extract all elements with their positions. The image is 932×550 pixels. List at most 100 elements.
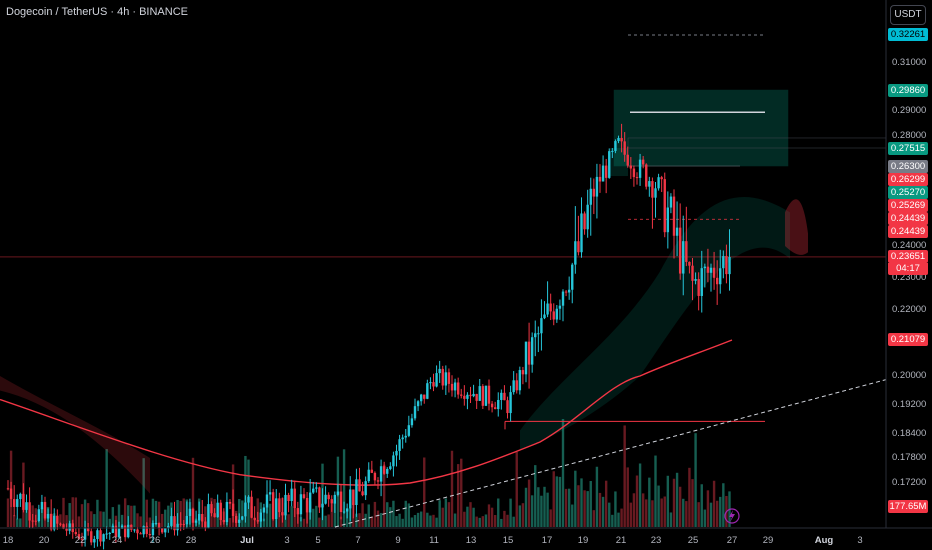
candle-body — [481, 386, 485, 406]
volume-bar — [555, 476, 559, 527]
candle-body — [342, 511, 346, 513]
time-tick-label: 17 — [541, 535, 553, 546]
volume-bar — [626, 467, 629, 527]
drawing-lines — [0, 34, 887, 528]
candle-body — [475, 393, 478, 401]
candle-body — [438, 368, 441, 374]
volume-bar — [694, 433, 697, 527]
volume-bar — [703, 509, 707, 527]
price-tick-label: 0.23000 — [892, 272, 927, 283]
position-zone — [610, 89, 887, 177]
candle-body — [632, 168, 636, 178]
volume-bar — [74, 497, 78, 527]
candle-body — [669, 196, 673, 208]
candle-body — [204, 521, 207, 528]
volume-bar — [404, 500, 407, 527]
time-tick-label: 24 — [111, 535, 123, 546]
volume-bar — [105, 449, 108, 527]
candle-body — [558, 305, 562, 309]
time-tick-label: 20 — [38, 535, 50, 546]
candle-body — [302, 494, 306, 499]
price-badge: 0.32261 — [888, 28, 928, 41]
candle-body — [16, 499, 19, 507]
candle-body — [210, 504, 213, 514]
candle-body — [419, 394, 423, 402]
volume-bar — [697, 502, 700, 527]
candle-body — [401, 437, 404, 440]
volume-bar — [509, 498, 512, 527]
volume-bar — [290, 506, 293, 527]
candle-body — [373, 472, 377, 481]
candle-body — [43, 501, 47, 519]
volume-bar — [204, 506, 207, 527]
time-tick-label: 11 — [429, 535, 439, 546]
volume-bar — [413, 515, 417, 527]
chart-title: Dogecoin / TetherUS · 4h · BINANCE — [6, 6, 188, 18]
candle-body — [444, 372, 448, 386]
candle-body — [534, 333, 537, 338]
volume-bar — [191, 457, 195, 527]
candle-body — [592, 188, 596, 197]
candle-body — [703, 266, 707, 269]
volume-bar — [688, 467, 691, 527]
volume-bar — [302, 518, 306, 527]
volume-bar — [466, 506, 469, 527]
candle-body — [34, 520, 37, 522]
volume-bar — [96, 499, 99, 527]
candle-body — [19, 493, 22, 500]
volume-bar — [429, 515, 432, 527]
candle-body — [352, 489, 355, 506]
candle-body — [589, 188, 592, 205]
volume-bar — [601, 496, 605, 527]
time-tick-label: 18 — [2, 535, 14, 546]
time-tick-label: 27 — [726, 535, 738, 546]
volume-bar — [540, 495, 543, 527]
volume-bar — [527, 479, 531, 527]
candle-body — [28, 502, 31, 521]
candle-body — [154, 523, 158, 525]
candle-body — [722, 256, 725, 269]
volume-bar — [59, 514, 62, 527]
volume-bar — [40, 508, 44, 527]
candle-body — [151, 523, 155, 536]
candle-body — [728, 256, 731, 275]
volume-bar — [574, 470, 577, 527]
volume-bar — [268, 503, 272, 527]
volume-bar — [663, 496, 666, 527]
bar-countdown: 04:17 — [888, 263, 928, 275]
volume-bar — [456, 464, 460, 527]
candle-body — [478, 386, 481, 401]
volume-bar — [435, 517, 438, 527]
candle-body — [93, 538, 96, 543]
price-badge: 0.29860 — [888, 84, 928, 97]
candle-body — [497, 399, 500, 410]
candle-body — [231, 503, 235, 516]
candle-body — [654, 188, 657, 198]
candle-body — [688, 261, 691, 266]
candle-body — [463, 395, 466, 399]
volume-bar — [700, 484, 703, 527]
price-tick-label: 0.29000 — [892, 105, 927, 116]
volume-bar — [370, 516, 374, 527]
candle-body — [423, 394, 426, 399]
candle-body — [583, 213, 586, 230]
candle-body — [324, 494, 327, 504]
candle-body — [561, 291, 565, 306]
candle-body — [706, 266, 710, 273]
candle-body — [299, 494, 303, 515]
time-tick-label: 3 — [857, 535, 863, 546]
candle-body — [275, 498, 278, 520]
volume-bar — [83, 499, 87, 527]
volume-bar — [586, 491, 589, 527]
candle-body — [543, 314, 546, 319]
candle-body — [614, 141, 617, 151]
candle-body — [238, 519, 241, 523]
candle-body — [617, 137, 620, 142]
currency-button[interactable]: USDT — [890, 5, 926, 25]
volume-bar — [148, 517, 152, 527]
candle-body — [287, 494, 290, 501]
candle-body — [601, 165, 605, 182]
candle-body — [207, 504, 210, 528]
price-tick-label: 0.22000 — [892, 304, 927, 315]
